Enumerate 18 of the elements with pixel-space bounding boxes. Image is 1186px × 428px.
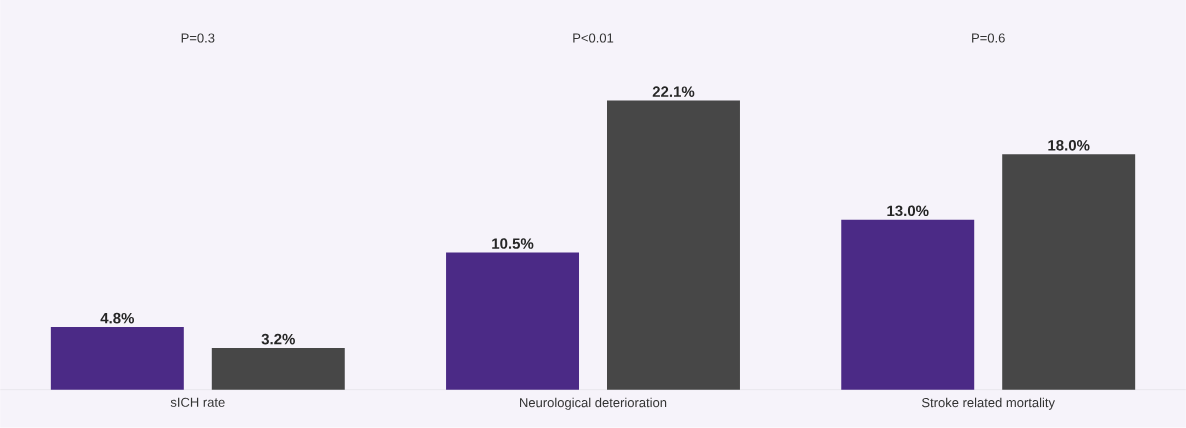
text: P<0.01 xyxy=(573,33,614,43)
x-tick-label: Stroke related mortality xyxy=(921,397,1055,410)
bar xyxy=(211,348,345,390)
data-label: 4.8% xyxy=(100,312,135,324)
data-label: 10.5% xyxy=(492,238,534,249)
bar xyxy=(446,252,580,390)
bar xyxy=(1002,154,1136,390)
text: P=0.3 xyxy=(181,33,215,43)
bar xyxy=(50,327,184,390)
data-label: 13.0% xyxy=(887,205,929,217)
bar xyxy=(607,100,740,390)
x-tick-label: sICH rate xyxy=(170,397,225,407)
x-tick-label: Neurological deterioration xyxy=(520,397,667,410)
bar xyxy=(841,219,975,390)
data-label: 18.0% xyxy=(1048,140,1090,151)
data-label: 22.1% xyxy=(652,86,695,98)
text: P=0.6 xyxy=(972,33,1005,43)
data-label: 3.2% xyxy=(261,333,295,345)
